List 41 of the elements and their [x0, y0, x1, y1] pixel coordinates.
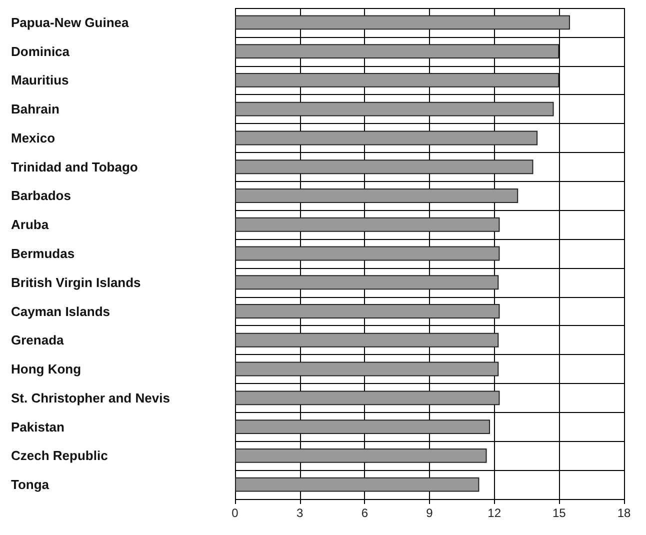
x-tick-label: 0	[232, 506, 239, 520]
bar	[235, 160, 534, 174]
bar	[235, 275, 499, 290]
x-tick-label: 6	[361, 506, 368, 520]
x-tick-label: 3	[296, 506, 304, 520]
y-tick-label: Hong Kong	[11, 362, 82, 377]
bar	[235, 390, 500, 406]
bar	[235, 44, 560, 59]
bar	[235, 362, 499, 376]
x-tick-label: 15	[552, 506, 566, 520]
bar	[235, 246, 500, 261]
bar	[235, 448, 487, 463]
y-tick-label: Barbados	[11, 188, 71, 204]
bar	[235, 102, 554, 116]
x-tick-label: 12	[488, 506, 502, 520]
x-tick-label: 9	[426, 506, 434, 520]
y-tick-label: Papua-New Guinea	[11, 14, 130, 30]
y-tick-label: Aruba	[11, 217, 50, 232]
bar	[235, 304, 500, 318]
y-tick-label: Cayman Islands	[11, 304, 110, 319]
y-tick-label: Grenada	[11, 332, 65, 348]
y-tick-label: Tonga	[11, 477, 50, 492]
y-tick-label: St. Christopher and Nevis	[11, 390, 170, 406]
bar	[235, 477, 480, 492]
y-tick-label: Trinidad and Tobago	[11, 159, 138, 174]
bar	[235, 72, 560, 88]
y-tick-label: Mexico	[11, 130, 56, 146]
y-tick-label: Bahrain	[11, 102, 60, 117]
bar	[235, 130, 538, 146]
y-tick-label: Pakistan	[11, 419, 65, 434]
bar	[235, 188, 518, 203]
y-tick-label: Dominica	[11, 44, 70, 59]
bar	[235, 332, 499, 348]
y-tick-label: Bermudas	[11, 246, 75, 261]
x-tick-label: 18	[617, 506, 631, 520]
y-tick-label: Czech Republic	[11, 448, 108, 464]
y-tick-label: Mauritius	[11, 72, 69, 88]
bar	[235, 420, 490, 434]
bar	[235, 217, 500, 232]
bar	[235, 15, 570, 30]
y-tick-label: British Virgin Islands	[11, 274, 141, 290]
